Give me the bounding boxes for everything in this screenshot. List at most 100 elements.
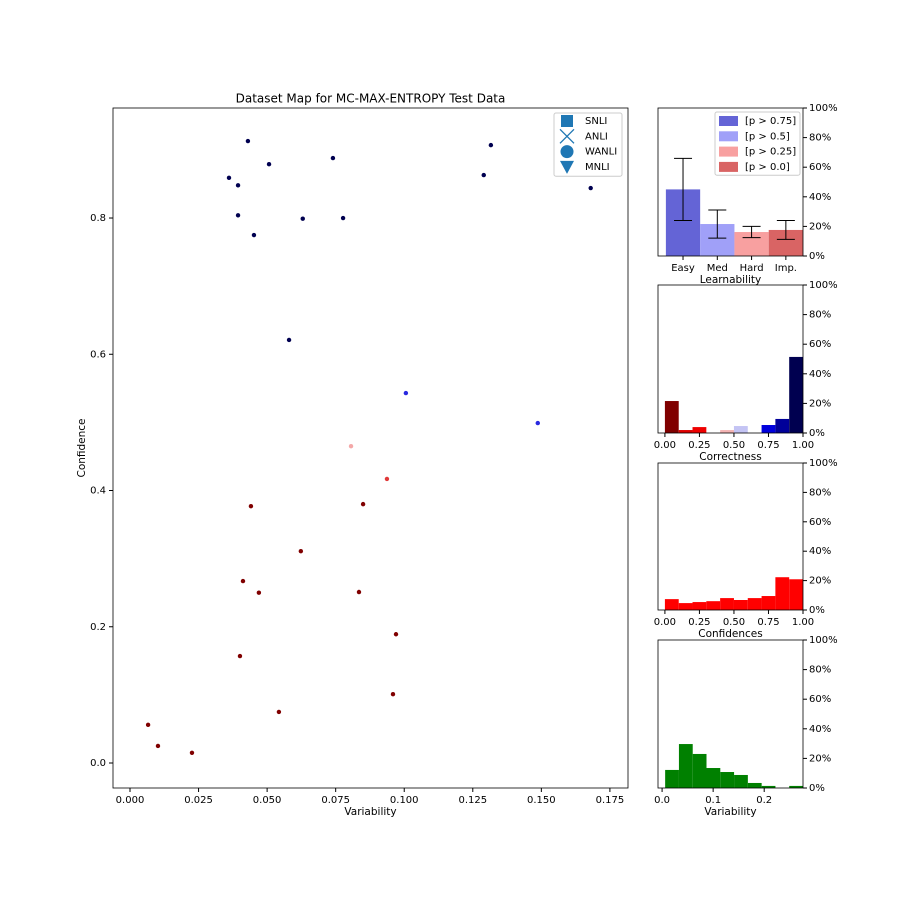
histogram-bar xyxy=(720,430,734,433)
axes-frame xyxy=(112,107,629,789)
legend-marker xyxy=(561,115,573,127)
x-tick-label: 1.00 xyxy=(792,617,814,628)
legend-label: SNLI xyxy=(585,116,607,127)
point xyxy=(488,142,494,148)
point xyxy=(235,213,241,218)
point xyxy=(330,155,336,161)
y-tick-label: 100% xyxy=(809,103,838,114)
histogram-bar xyxy=(733,600,748,610)
y-tick-label: 0% xyxy=(809,605,825,616)
subplot: 0% 20% 40% 60% 80% 100% 0.00 0.25 0.50 0.75 1.00 Co… xyxy=(654,458,838,640)
y-tick-label: 80% xyxy=(809,310,831,321)
histogram-bar xyxy=(775,418,790,433)
y-tick-label: 0.2 xyxy=(90,622,106,633)
y-tick-label: 0.0 xyxy=(90,758,106,769)
point xyxy=(298,548,304,554)
axes-frame xyxy=(657,462,804,611)
axes-frame xyxy=(657,639,804,789)
point xyxy=(356,589,362,595)
x-tick-label: 0.75 xyxy=(757,617,779,628)
x-axis-label: Variability xyxy=(344,806,396,818)
point xyxy=(251,232,257,238)
y-axis-label: Confidence xyxy=(76,418,88,477)
histogram-bar xyxy=(706,601,721,610)
histogram-bar xyxy=(678,603,693,610)
legend-label: [p > 0.25] xyxy=(745,147,796,158)
point xyxy=(384,476,390,482)
y-tick-label: 60% xyxy=(809,162,831,173)
x-tick-label: 0.0 xyxy=(654,795,670,806)
x-tick-label: 0.50 xyxy=(723,617,745,628)
x-tick-label: 0.1 xyxy=(705,795,721,806)
legend-label: [p > 0.75] xyxy=(745,116,796,127)
point xyxy=(145,722,151,728)
point xyxy=(340,215,346,221)
axes-frame xyxy=(657,107,804,257)
y-tick-label: 60% xyxy=(809,517,831,528)
x-tick-label: 0.50 xyxy=(723,440,745,451)
y-tick-label: 40% xyxy=(809,724,831,735)
subplot: 0.0 0.2 0.4 0.6 0.8 0.000 0.025 0.050 0.075 0.100… xyxy=(76,92,629,818)
point xyxy=(588,185,593,191)
y-tick-label: 0.8 xyxy=(90,213,106,224)
x-tick-label: 0.075 xyxy=(321,795,350,806)
x-tick-label: Med xyxy=(707,263,728,274)
histogram-bar xyxy=(664,599,679,610)
subplot: 0% 20% 40% 60% 80% 100% Easy Med Hard Imp. Learnab… xyxy=(657,103,838,286)
x-axis-label: Correctness xyxy=(699,451,761,463)
plot-area xyxy=(113,108,628,788)
y-tick-label: 0% xyxy=(809,251,825,262)
x-tick-label: 0.050 xyxy=(253,795,282,806)
y-tick-label: 60% xyxy=(809,339,831,350)
legend-label: MNLI xyxy=(585,162,610,173)
point xyxy=(266,162,272,167)
point xyxy=(235,183,241,188)
x-tick-label: 0.25 xyxy=(688,617,710,628)
histogram-bar xyxy=(720,772,735,788)
point xyxy=(245,138,251,144)
legend-label: [p > 0.5] xyxy=(745,131,790,142)
y-tick-label: 100% xyxy=(809,635,838,646)
y-tick-label: 0% xyxy=(809,783,825,794)
histogram-bar xyxy=(761,596,776,610)
legend-swatch xyxy=(719,146,738,157)
histogram-bar xyxy=(692,602,707,610)
y-tick-label: 40% xyxy=(809,369,831,380)
point xyxy=(226,175,232,181)
point xyxy=(276,709,282,715)
x-tick-label: Hard xyxy=(740,263,764,274)
x-tick-label: 0.75 xyxy=(757,440,779,451)
y-tick-label: 40% xyxy=(809,192,831,203)
axes-frame xyxy=(657,284,804,434)
point xyxy=(240,578,246,584)
histogram-bar xyxy=(706,768,721,788)
point xyxy=(390,691,396,697)
legend-box xyxy=(553,112,623,177)
x-tick-label: Easy xyxy=(671,263,695,274)
histogram-bar xyxy=(761,425,776,433)
legend-label: ANLI xyxy=(585,131,608,142)
point xyxy=(360,501,366,507)
point xyxy=(248,503,254,509)
x-tick-label: 0.100 xyxy=(390,795,419,806)
y-tick-label: 0% xyxy=(809,428,825,439)
histogram-bar xyxy=(775,577,790,610)
y-tick-label: 100% xyxy=(809,280,838,291)
x-tick-label: 0.00 xyxy=(654,617,676,628)
plot-area xyxy=(658,285,803,433)
y-tick-label: 0.6 xyxy=(90,349,106,360)
point xyxy=(189,750,195,755)
x-axis-label: Variability xyxy=(704,806,756,818)
histogram-bar xyxy=(789,356,803,433)
y-tick-label: 80% xyxy=(809,665,831,676)
legend-marker xyxy=(560,145,574,159)
legend-box xyxy=(714,111,801,176)
chart-title: Dataset Map for MC-MAX-ENTROPY Test Data xyxy=(236,92,506,106)
y-tick-label: 20% xyxy=(809,398,831,409)
y-tick-label: 20% xyxy=(809,221,831,232)
point xyxy=(535,420,540,426)
histogram-bar xyxy=(678,744,693,788)
x-tick-label: 0.000 xyxy=(116,795,145,806)
